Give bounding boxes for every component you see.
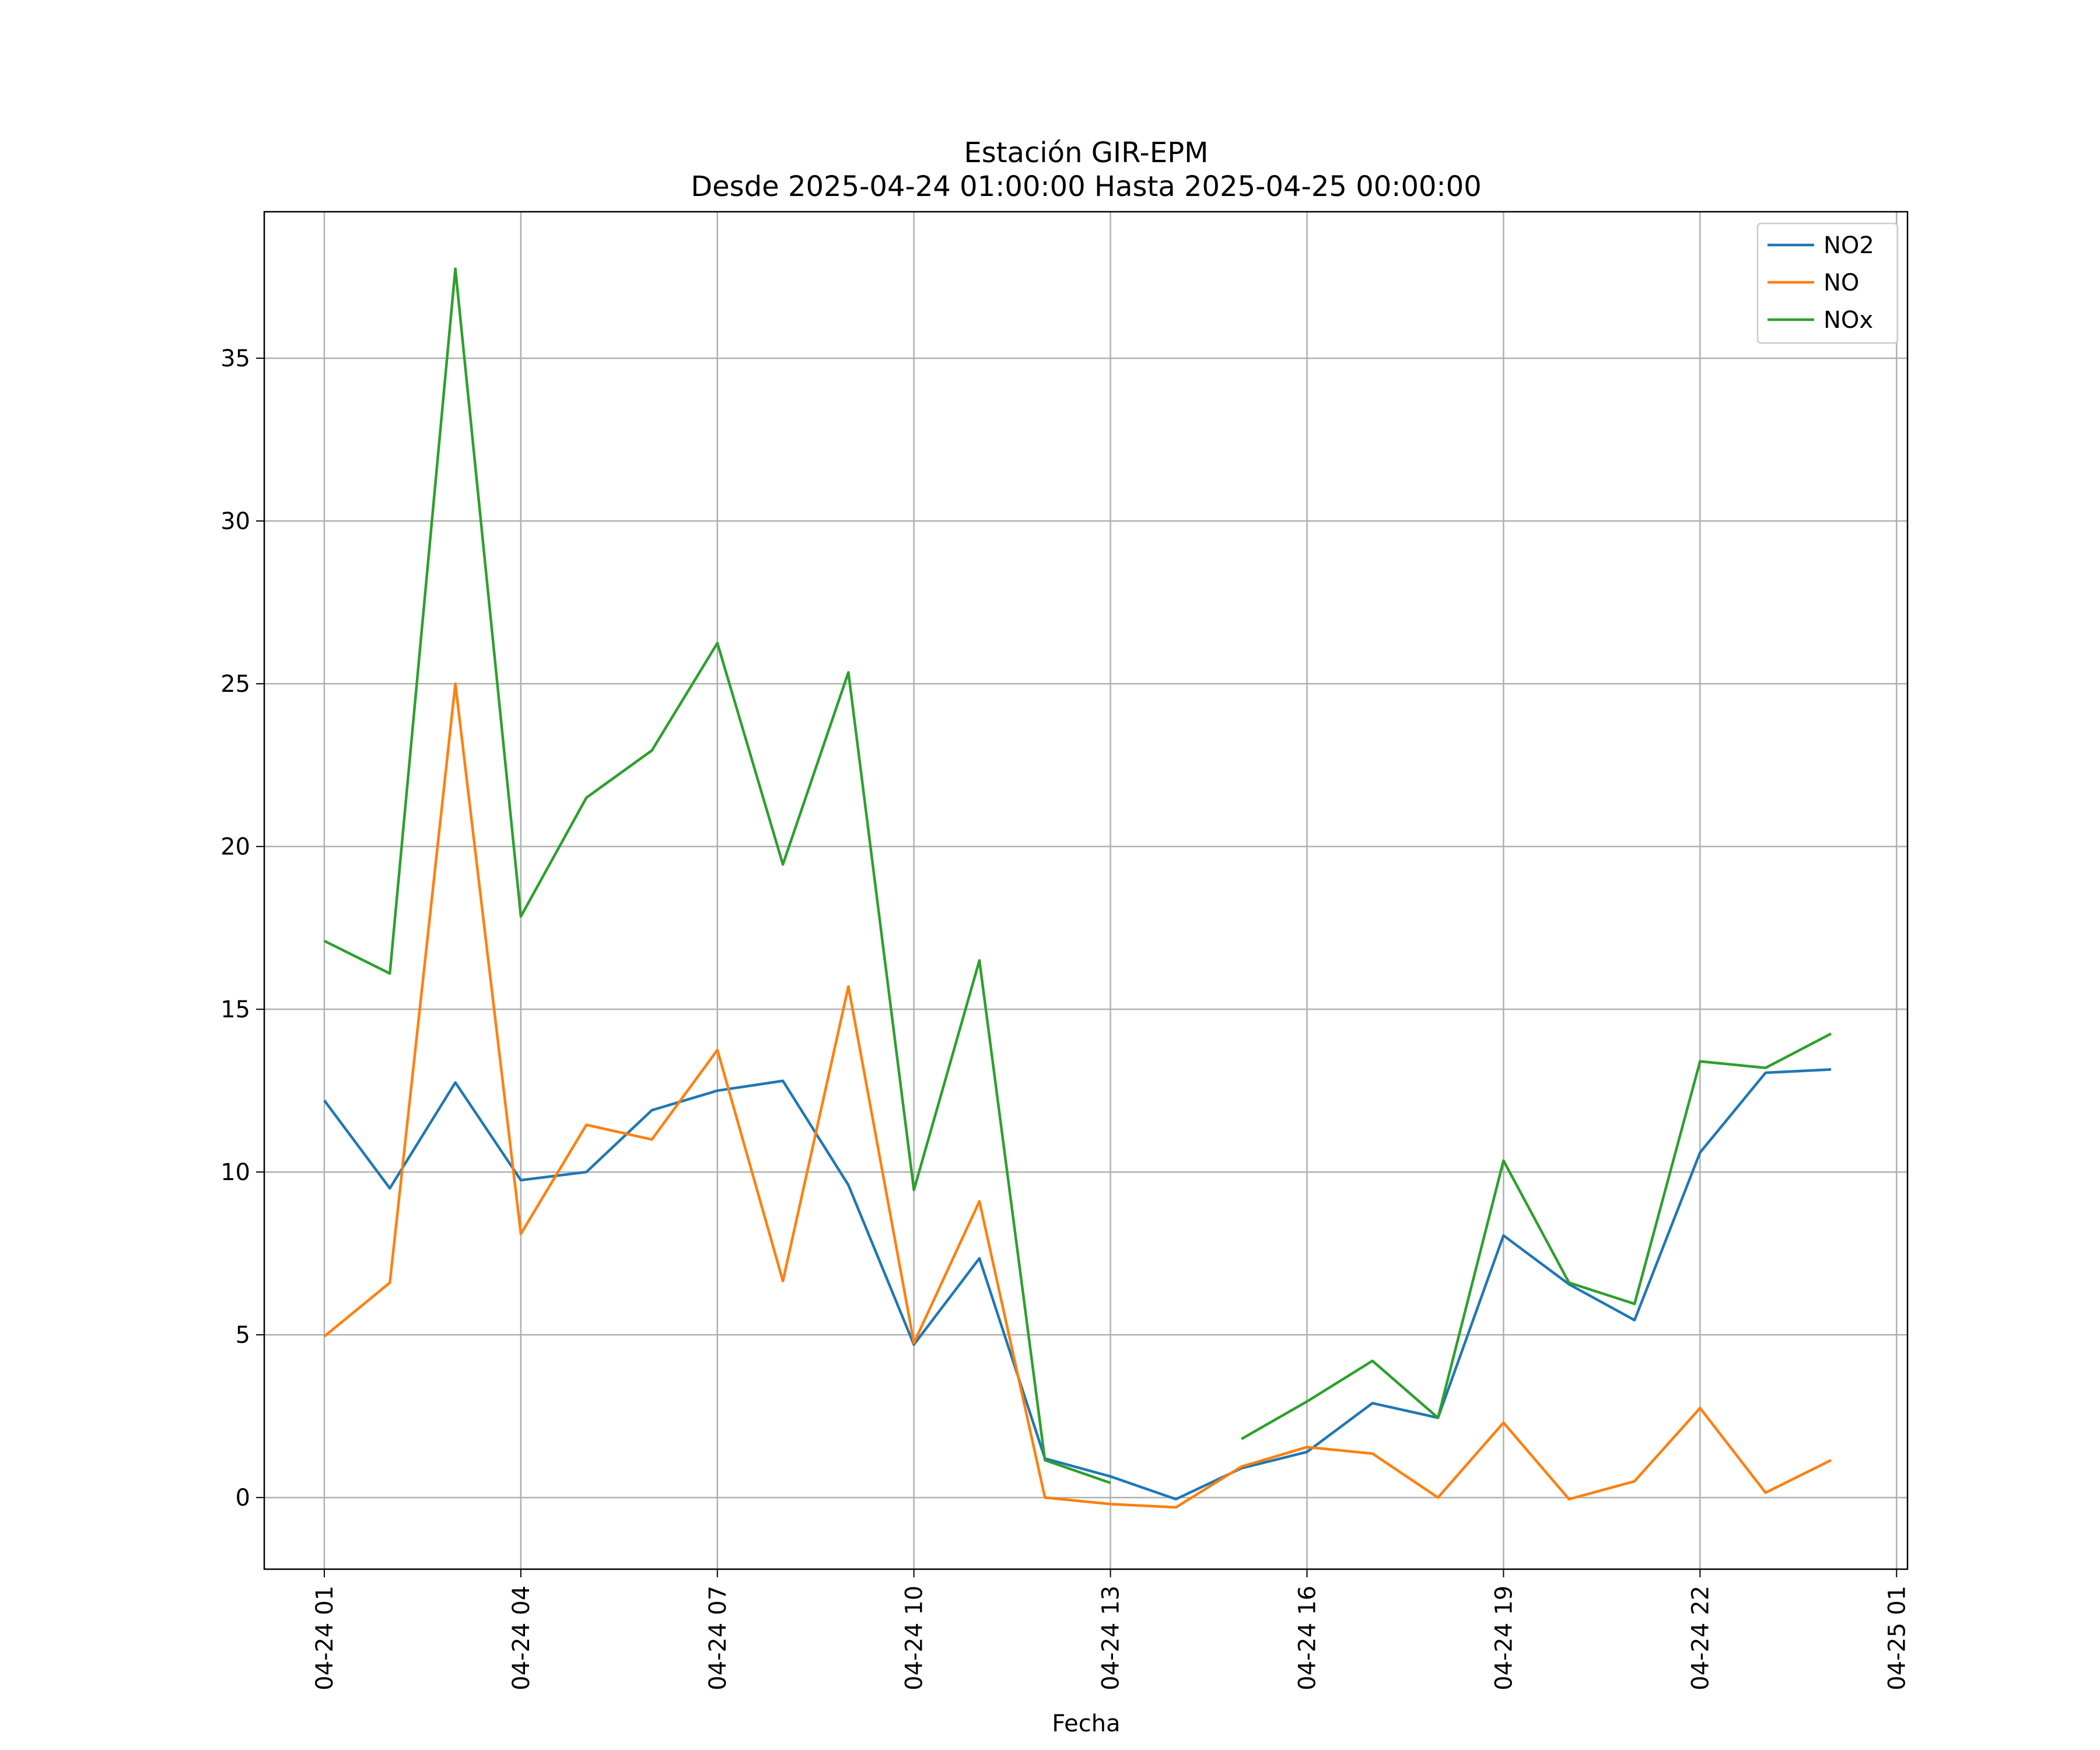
x-tick-label: 04-24 19 bbox=[1490, 1586, 1517, 1690]
y-tick-label: 35 bbox=[220, 345, 250, 372]
x-tick-label: 04-24 10 bbox=[901, 1586, 928, 1690]
plot-frame bbox=[263, 211, 1909, 1570]
x-tick-label: 04-25 01 bbox=[1884, 1586, 1910, 1690]
y-tick-label: 10 bbox=[220, 1159, 250, 1186]
legend: NO2 NO NOx bbox=[1756, 222, 1899, 344]
grid bbox=[264, 212, 1908, 1569]
y-tick-label: 15 bbox=[220, 996, 250, 1023]
y-tick-label: 25 bbox=[220, 671, 250, 698]
x-tick-label: 04-24 07 bbox=[705, 1586, 732, 1690]
series-lines bbox=[323, 267, 1832, 1509]
x-tick-label: 04-24 04 bbox=[508, 1586, 535, 1690]
series-line-no bbox=[323, 682, 1832, 1509]
y-tick-label: 0 bbox=[236, 1485, 250, 1511]
chart-title: Estación GIR-EPM bbox=[964, 136, 1208, 169]
y-tick-label: 20 bbox=[220, 834, 250, 860]
legend-label-no: NO bbox=[1824, 270, 1859, 296]
y-tick-label: 30 bbox=[220, 508, 250, 535]
legend-label-nox: NOx bbox=[1824, 307, 1873, 334]
chart-subtitle: Desde 2025-04-24 01:00:00 Hasta 2025-04-… bbox=[691, 170, 1482, 203]
series-line-no2 bbox=[323, 1068, 1832, 1501]
x-tick-label: 04-24 01 bbox=[312, 1586, 338, 1690]
y-tick-label: 5 bbox=[236, 1322, 250, 1349]
x-tick-label: 04-24 22 bbox=[1687, 1586, 1714, 1690]
axis-ticks: 04-24 01 04-24 04 04-24 07 04-24 10 04-24 13… bbox=[220, 345, 1910, 1690]
legend-label-no2: NO2 bbox=[1824, 232, 1874, 259]
x-tick-label: 04-24 16 bbox=[1294, 1586, 1321, 1690]
x-tick-label: 04-24 13 bbox=[1098, 1586, 1125, 1690]
series-line-nox bbox=[323, 267, 1832, 1485]
x-axis-label: Fecha bbox=[1052, 1710, 1120, 1737]
legend-frame bbox=[1756, 222, 1899, 344]
